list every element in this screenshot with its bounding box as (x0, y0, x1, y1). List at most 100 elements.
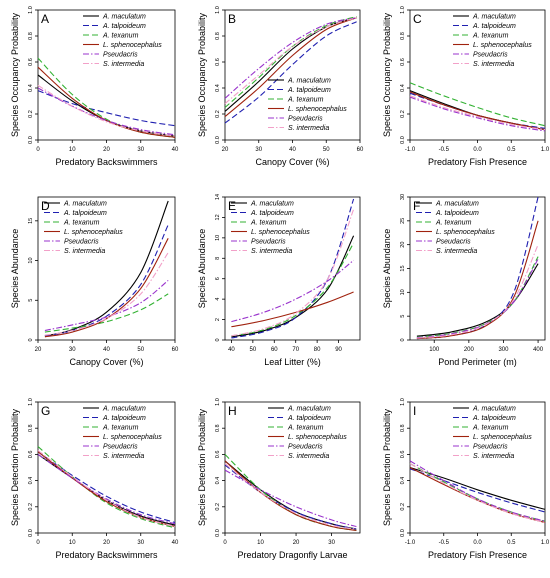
x-tick-label: 20 (103, 147, 110, 153)
x-tick-label: 60 (172, 347, 179, 353)
y-tick-label: 15 (400, 265, 406, 271)
series-line (231, 198, 355, 339)
legend-label: A. maculatum (287, 78, 331, 85)
x-tick-label: 40 (172, 540, 179, 546)
x-tick-label: 100 (429, 347, 440, 353)
series-line (37, 87, 176, 136)
y-tick-label: 0.8 (215, 32, 221, 40)
series-line (231, 291, 354, 328)
y-axis-title: Species Abundance (382, 229, 392, 309)
y-axis-title: Species Occupancy Probability (382, 12, 392, 137)
panel-letter: G (41, 404, 50, 418)
legend-label: S. intermedia (251, 248, 292, 255)
series-line (37, 84, 176, 137)
series-line (37, 446, 176, 529)
legend-label: A. talpoideum (250, 210, 294, 217)
x-tick-label: 30 (137, 540, 144, 546)
x-tick-label: 0 (36, 147, 40, 153)
legend-label: S. intermedia (436, 248, 477, 255)
y-tick-label: 0 (28, 338, 34, 341)
x-tick-label: 50 (137, 347, 144, 353)
y-tick-label: 30 (400, 194, 406, 200)
legend-label: A. talpoideum (63, 210, 107, 217)
legend-label: Pseudacris (251, 239, 286, 246)
series-line (416, 220, 539, 340)
y-tick-label: 0.4 (400, 84, 406, 92)
y-tick-label: 10 (215, 235, 221, 241)
legend: A. maculatum A. talpoideum A. texanum L. sp… (268, 78, 347, 132)
x-tick-label: 300 (498, 347, 509, 353)
y-tick-label: 5 (28, 299, 34, 302)
x-tick-label: 50 (323, 147, 330, 153)
plot-frame (409, 196, 546, 341)
series-line (409, 91, 546, 131)
y-tick-label: 0.8 (400, 424, 406, 432)
y-tick-label: 2 (215, 318, 221, 321)
y-tick-label: 0.4 (215, 477, 221, 485)
legend-label: Pseudacris (473, 52, 508, 59)
legend: A. maculatum A. talpoideum A. texanum L. sp… (453, 14, 532, 68)
y-axis-title: Species Occupancy Probability (10, 12, 20, 137)
legend-label: A. texanum (472, 425, 509, 432)
series-line (416, 196, 539, 340)
y-axis-title: Species Abundance (10, 229, 20, 309)
legend-label: A. maculatum (102, 14, 146, 21)
y-tick-label: 0.0 (400, 136, 406, 144)
legend-label: A. texanum (250, 220, 287, 227)
series-line (409, 82, 546, 127)
series-line (224, 454, 357, 531)
y-tick-label: 0.4 (28, 477, 34, 485)
y-tick-label: 0.6 (400, 451, 406, 459)
series-line (224, 17, 357, 105)
series-line (409, 466, 546, 510)
legend-label: L. sphenocephalus (251, 229, 310, 236)
y-tick-label: 1.0 (400, 398, 406, 406)
series-line (44, 293, 169, 333)
x-axis-title: Predatory Dragonfly Larvae (237, 550, 347, 560)
y-tick-label: 0.8 (28, 32, 34, 40)
y-tick-label: 10 (400, 289, 406, 295)
y-tick-label: 0.0 (28, 529, 34, 537)
legend-label: Pseudacris (288, 444, 323, 451)
y-tick-label: 14 (215, 194, 221, 200)
x-tick-label: 50 (250, 347, 257, 353)
y-tick-label: 1.0 (400, 6, 406, 14)
y-axis-title: Species Abundance (197, 229, 207, 309)
series-line (44, 279, 169, 332)
legend-label: A. maculatum (102, 406, 146, 413)
legend-label: L. sphenocephalus (103, 42, 162, 49)
panel-d: 20 30 40 50 60 0 5 10 15 Canopy Cover (%) Species … (10, 196, 179, 367)
x-tick-label: -0.5 (439, 147, 450, 153)
series-line (224, 21, 357, 124)
series-line (224, 460, 357, 531)
x-axis-title: Canopy Cover (%) (255, 157, 329, 167)
x-tick-label: 20 (222, 147, 229, 153)
x-tick-label: 20 (35, 347, 42, 353)
y-tick-label: 0.8 (400, 32, 406, 40)
legend-label: A. maculatum (63, 201, 107, 208)
legend-label: A. texanum (102, 33, 139, 40)
y-tick-label: 1.0 (28, 6, 34, 14)
legend-label: A. talpoideum (287, 415, 331, 422)
legend-label: A. texanum (435, 220, 472, 227)
y-tick-label: 8 (215, 257, 221, 260)
panel-c: -1.0 -0.5 0.0 0.5 1.0 0.0 0.2 0.4 0.6 0.8 1.0 Preda… (382, 6, 550, 167)
y-tick-label: 0.6 (400, 58, 406, 66)
series-line (416, 244, 539, 339)
y-tick-label: 5 (400, 315, 406, 318)
y-tick-label: 0.0 (28, 136, 34, 144)
legend-label: A. maculatum (472, 406, 516, 413)
series-line (224, 15, 357, 108)
panel-g: 0 10 20 30 40 0.0 0.2 0.4 0.6 0.8 1.0 Predatory Bac… (10, 398, 179, 560)
x-tick-label: 0.0 (473, 540, 482, 546)
y-tick-label: 0.0 (400, 529, 406, 537)
y-tick-label: 0.4 (215, 84, 221, 92)
legend-label: S. intermedia (288, 125, 329, 132)
y-tick-label: 0.2 (28, 503, 34, 511)
x-tick-label: 40 (289, 147, 296, 153)
legend-label: A. talpoideum (287, 87, 331, 94)
legend-label: S. intermedia (64, 248, 105, 255)
y-tick-label: 0.6 (28, 58, 34, 66)
y-axis-title: Species Detection Probability (382, 408, 392, 526)
